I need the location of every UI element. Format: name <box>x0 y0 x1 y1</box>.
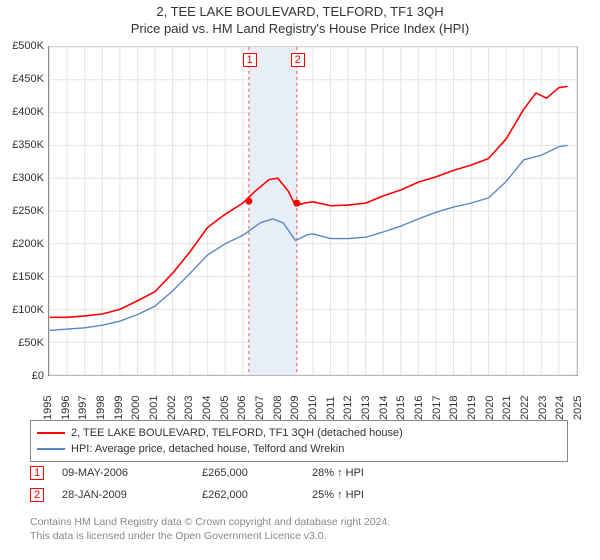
x-tick-label: 2005 <box>219 408 231 420</box>
x-tick-label: 2012 <box>342 408 354 420</box>
x-tick-label: 2006 <box>236 408 248 420</box>
x-tick-label: 2000 <box>130 408 142 420</box>
x-tick-label: 2024 <box>554 408 566 420</box>
y-tick-label: £400K <box>0 106 44 118</box>
title-address: 2, TEE LAKE BOULEVARD, TELFORD, TF1 3QH <box>0 4 600 19</box>
marker-table: 1 09-MAY-2006£265,00028% ↑ HPI 2 28-JAN-200… <box>30 462 568 506</box>
chart-plot-area: 12 <box>48 46 578 376</box>
x-tick-label: 2013 <box>360 408 372 420</box>
x-tick-label: 1998 <box>95 408 107 420</box>
x-tick-label: 1999 <box>113 408 125 420</box>
x-tick-label: 2001 <box>148 408 160 420</box>
sale-date: 09-MAY-2006 <box>62 467 202 479</box>
x-tick-label: 1995 <box>42 408 54 420</box>
sale-marker-row: 1 09-MAY-2006£265,00028% ↑ HPI <box>30 462 568 484</box>
footnote-line2: This data is licensed under the Open Gov… <box>30 530 327 542</box>
chart-svg <box>49 47 577 375</box>
x-tick-label: 1997 <box>77 408 89 420</box>
footnote-line1: Contains HM Land Registry data © Crown c… <box>30 516 390 528</box>
sale-price: £265,000 <box>202 467 312 479</box>
y-axis-ticks: £0£50K£100K£150K£200K£250K£300K£350K£400… <box>0 46 48 376</box>
x-tick-label: 2007 <box>254 408 266 420</box>
x-tick-label: 2018 <box>448 408 460 420</box>
y-tick-label: £350K <box>0 139 44 151</box>
x-tick-label: 2015 <box>395 408 407 420</box>
x-tick-label: 1996 <box>60 408 72 420</box>
legend-label: HPI: Average price, detached house, Telf… <box>71 443 344 455</box>
sale-marker-flag: 1 <box>243 53 257 67</box>
x-tick-label: 2025 <box>572 408 584 420</box>
y-tick-label: £0 <box>0 370 44 382</box>
x-tick-label: 2008 <box>272 408 284 420</box>
y-tick-label: £150K <box>0 271 44 283</box>
sale-vs-hpi: 25% ↑ HPI <box>312 489 422 501</box>
x-tick-label: 2021 <box>501 408 513 420</box>
y-tick-label: £200K <box>0 238 44 250</box>
legend-swatch <box>37 448 65 450</box>
x-tick-label: 2002 <box>166 408 178 420</box>
legend-label: 2, TEE LAKE BOULEVARD, TELFORD, TF1 3QH … <box>71 427 403 439</box>
footnote: Contains HM Land Registry data © Crown c… <box>30 516 570 543</box>
title-block: 2, TEE LAKE BOULEVARD, TELFORD, TF1 3QH … <box>0 0 600 36</box>
x-tick-label: 2014 <box>378 408 390 420</box>
legend-row: HPI: Average price, detached house, Telf… <box>37 441 561 457</box>
y-tick-label: £100K <box>0 304 44 316</box>
sale-price: £262,000 <box>202 489 312 501</box>
x-tick-label: 2010 <box>307 408 319 420</box>
sale-marker-row: 2 28-JAN-2009£262,00025% ↑ HPI <box>30 484 568 506</box>
x-tick-label: 2020 <box>484 408 496 420</box>
sale-marker-flag: 2 <box>291 53 305 67</box>
x-tick-label: 2011 <box>325 408 337 420</box>
y-tick-label: £500K <box>0 40 44 52</box>
sale-marker-number: 1 <box>30 466 44 480</box>
y-tick-label: £300K <box>0 172 44 184</box>
figure-root: { "title": { "line1": "2, TEE LAKE BOULE… <box>0 0 600 560</box>
x-tick-label: 2022 <box>519 408 531 420</box>
x-tick-label: 2023 <box>537 408 549 420</box>
x-axis-ticks: 1995199619971998199920002001200220032004… <box>48 380 578 420</box>
x-tick-label: 2017 <box>431 408 443 420</box>
x-tick-label: 2019 <box>466 408 478 420</box>
sale-vs-hpi: 28% ↑ HPI <box>312 467 422 479</box>
y-tick-label: £50K <box>0 337 44 349</box>
x-tick-label: 2003 <box>183 408 195 420</box>
title-subtitle: Price paid vs. HM Land Registry's House … <box>0 21 600 36</box>
legend-row: 2, TEE LAKE BOULEVARD, TELFORD, TF1 3QH … <box>37 425 561 441</box>
x-tick-label: 2004 <box>201 408 213 420</box>
legend-box: 2, TEE LAKE BOULEVARD, TELFORD, TF1 3QH … <box>30 420 568 462</box>
x-tick-label: 2009 <box>289 408 301 420</box>
sale-date: 28-JAN-2009 <box>62 489 202 501</box>
y-tick-label: £250K <box>0 205 44 217</box>
y-tick-label: £450K <box>0 73 44 85</box>
legend-swatch <box>37 432 65 434</box>
sale-marker-number: 2 <box>30 488 44 502</box>
x-tick-label: 2016 <box>413 408 425 420</box>
